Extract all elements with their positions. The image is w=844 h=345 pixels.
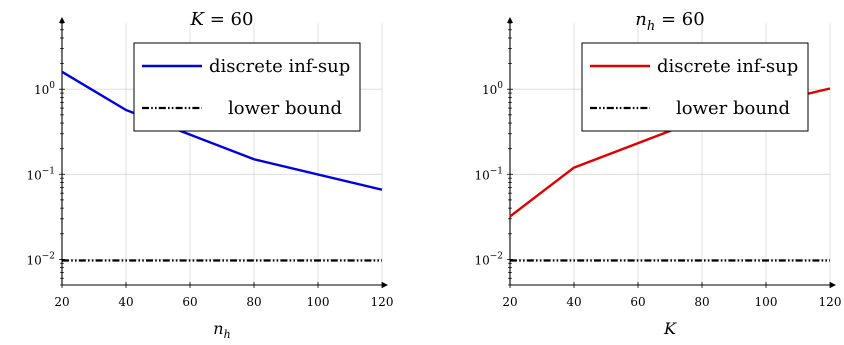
chart-0-x-axis-arrow: [382, 282, 388, 288]
chart-0-xtick-label-1: 40: [118, 295, 133, 309]
chart-1-ytick-label-1: 10−1: [474, 166, 503, 182]
chart-0-xtick-label-0: 20: [54, 295, 69, 309]
chart-1-ytick-label-2: 10−2: [474, 251, 503, 267]
chart-0-legend-label-1: lower bound: [228, 98, 342, 119]
chart-1-y-axis-arrow: [507, 17, 513, 23]
chart-0-y-axis-arrow: [59, 17, 65, 23]
chart-1-x-axis-arrow: [830, 282, 836, 288]
chart-1-xtick-label-1: 40: [566, 295, 581, 309]
chart-0-x-axis-label: nh: [213, 319, 230, 341]
chart-0-xtick-label-4: 100: [307, 295, 330, 309]
chart-0-legend: [133, 42, 361, 132]
chart-0-legend-label-0: discrete inf-sup: [209, 56, 350, 77]
chart-0-xtick-label-5: 120: [371, 295, 394, 309]
chart-1-title: nh = 60: [635, 9, 704, 34]
chart-0-ytick-label-2: 10−2: [26, 251, 55, 267]
chart-0-ytick-label-0: 100: [34, 81, 55, 97]
chart-0-series-discrete-inf-sup-line: [61, 70, 383, 191]
chart-0-title: K = 60: [190, 9, 254, 30]
chart-0-xtick-label-2: 60: [182, 295, 197, 309]
left-chart: 20 40 60 80 100 120 100 10−1 10−2 K = 60 nh discret…: [26, 9, 393, 341]
chart-1-legend-label-1: lower bound: [676, 98, 790, 119]
chart-1-legend: [581, 42, 809, 132]
chart-1-x-axis-label: K: [663, 319, 677, 338]
chart-1-xtick-label-2: 60: [630, 295, 645, 309]
right-chart: 20 40 60 80 100 120 100 10−1 10−2 nh = 60 Kdiscret…: [474, 9, 841, 338]
chart-1-xtick-label-5: 120: [819, 295, 842, 309]
chart-1-ytick-label-0: 100: [482, 81, 503, 97]
chart-0-ytick-label-1: 10−1: [26, 166, 55, 182]
chart-1-legend-label-0: discrete inf-sup: [657, 56, 798, 77]
chart-0-xtick-label-3: 80: [246, 295, 261, 309]
chart-1-xtick-label-3: 80: [694, 295, 709, 309]
chart-1-xtick-label-4: 100: [755, 295, 778, 309]
chart-1-xtick-label-0: 20: [502, 295, 517, 309]
